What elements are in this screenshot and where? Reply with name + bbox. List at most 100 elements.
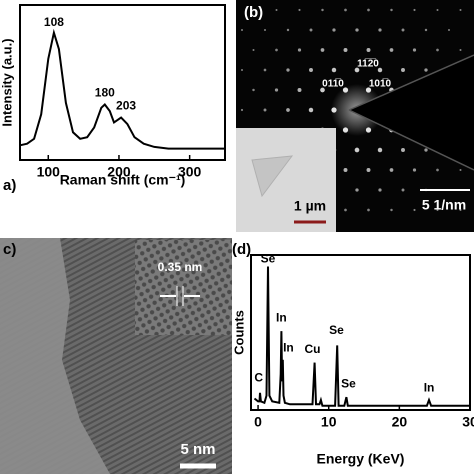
x-tick-label: 300 (178, 164, 202, 180)
diffraction-spot (401, 68, 405, 72)
diffraction-spot (252, 88, 255, 92)
miller-index: 11̅2̅0 (357, 58, 379, 70)
diffraction-spot (297, 48, 302, 52)
diffraction-spot (424, 148, 428, 152)
data-line (19, 28, 225, 150)
peak-label: Cu (304, 342, 320, 356)
diffraction-spot (344, 208, 347, 212)
x-axis-label: Raman shift (cm⁻¹) (60, 172, 186, 188)
flake (251, 155, 294, 198)
diffraction-spot (241, 69, 243, 71)
diffraction-spot (413, 208, 416, 212)
peak-label: In (283, 340, 294, 354)
beam-stopper (349, 55, 474, 170)
diffraction-spot (459, 9, 462, 11)
diffraction-spot (436, 48, 439, 52)
diffraction-spot (286, 68, 290, 72)
diffraction-spot (274, 88, 279, 92)
inset-scale-bar-label: 1 µm (294, 198, 326, 214)
diffraction-spot (343, 48, 348, 52)
peak-label: 108 (44, 15, 64, 29)
panel-label: c) (3, 241, 16, 258)
diffraction-spot (264, 29, 266, 31)
x-tick-label: 20 (392, 414, 408, 430)
diffraction-spot (459, 168, 462, 172)
panel-label: (b) (244, 4, 263, 21)
inset-label: 0.35 nm (158, 260, 203, 274)
diffraction-spot (377, 67, 383, 73)
diffraction-spot (331, 67, 337, 73)
diffraction-spot (355, 28, 359, 32)
diffraction-spot (389, 48, 394, 52)
diffraction-spot (275, 9, 278, 11)
diffraction-spot (286, 28, 290, 32)
diffraction-spot (320, 87, 325, 93)
diffraction-spot (308, 107, 314, 113)
peak-label: Se (341, 376, 356, 390)
diffraction-spot (286, 108, 290, 112)
peak-label: 180 (95, 85, 115, 99)
diffraction-spot (355, 188, 359, 192)
diffraction-spot (367, 208, 370, 212)
diffraction-spot (412, 168, 417, 172)
diffraction-spot (436, 209, 439, 211)
peak-label: Se (329, 323, 344, 337)
diffraction-spot (401, 148, 405, 152)
miller-index: 011̅0 (322, 78, 344, 90)
hrtem-panel: 0.35 nm 5 nm c) (0, 238, 232, 474)
diffraction-spot (240, 108, 244, 112)
diffraction-spot (309, 68, 313, 72)
data-line (253, 266, 470, 407)
diffraction-spot (263, 68, 267, 72)
diffraction-spot (252, 48, 255, 52)
plot-frame (19, 4, 226, 161)
scale-bar-label: 5 1/nm (422, 197, 466, 213)
panel-label: a) (3, 177, 16, 194)
x-tick-label: 100 (37, 164, 61, 180)
diffraction-spot (424, 28, 428, 32)
beam-stopper-edge (348, 54, 474, 171)
diffraction-spot (252, 9, 255, 11)
diffraction-spot (436, 168, 439, 172)
peak-label: In (276, 310, 287, 324)
diffraction-spot (412, 48, 417, 52)
peak-label: 203 (116, 98, 136, 112)
diffraction-spot (344, 8, 347, 12)
diffraction-spot (366, 168, 371, 172)
diffraction-spot (354, 67, 360, 73)
diffraction-spot (297, 88, 302, 92)
diffraction-spot (354, 147, 360, 153)
diffraction-spot (263, 108, 267, 112)
diffraction-spot (241, 29, 243, 31)
diffraction-spot (390, 8, 393, 12)
diffraction-spot (366, 48, 371, 52)
diffraction-spot (389, 168, 394, 172)
x-tick-label: 0 (254, 414, 262, 430)
diffraction-spot (424, 68, 428, 72)
diffraction-spot (401, 28, 405, 32)
y-axis-label: Counts (231, 310, 246, 355)
diffraction-spot (459, 209, 462, 211)
plot-frame (250, 254, 471, 411)
diffraction-spot (378, 188, 382, 192)
x-tick-label: 200 (107, 164, 131, 180)
diffraction-spot (321, 8, 324, 12)
diffraction-spot (320, 48, 325, 52)
saed-panel: 1 µm 5 1/nm 11̅2̅0 011̅0 101̅0 (b) (236, 0, 474, 232)
diffraction-spot (378, 28, 382, 32)
peak-label: In (424, 381, 435, 395)
panel-label: (d) (232, 241, 251, 258)
diffraction-spot (459, 48, 462, 52)
diffraction-spot (343, 168, 348, 172)
diffraction-spot (448, 29, 450, 31)
diffraction-spot (390, 208, 393, 212)
diffraction-spot (413, 8, 416, 12)
diffraction-spot (436, 9, 439, 11)
x-tick-label: 10 (321, 414, 337, 430)
diffraction-spot (309, 28, 313, 32)
x-tick-label: 30 (462, 414, 474, 430)
diffraction-spot (332, 28, 336, 32)
diffraction-spot (367, 8, 370, 12)
